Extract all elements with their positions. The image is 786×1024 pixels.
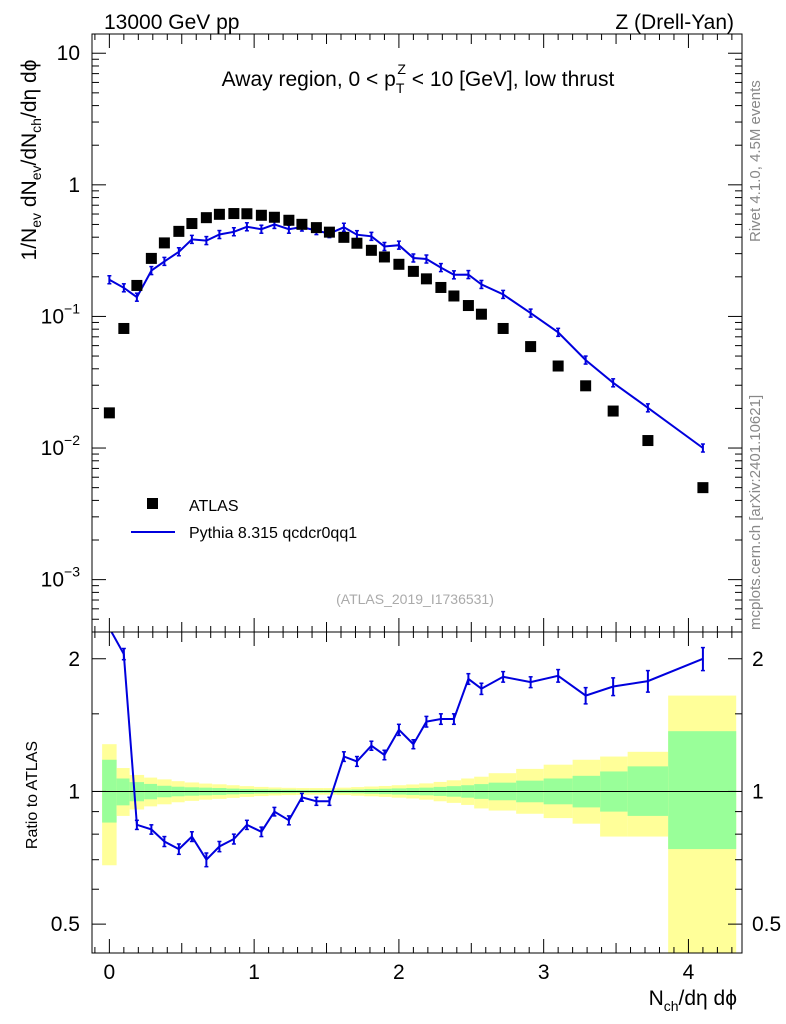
ratio-x-tick-label: 4	[683, 961, 695, 984]
ratio-axis-ticks	[92, 632, 742, 953]
ratio-x-tick-label: 0	[104, 961, 116, 984]
title-suffix: < 10 [GeV], low thrust	[406, 68, 615, 91]
ratio-data-layer	[110, 632, 705, 868]
main-y-tick-base: 10	[57, 42, 80, 65]
atlas-data-point	[642, 435, 654, 447]
atlas-data-point	[365, 244, 377, 256]
legend-label-atlas: ATLAS	[189, 498, 239, 515]
atlas-data-point	[173, 225, 185, 237]
main-y-tick-label: 1	[68, 174, 80, 197]
main-panel-frame	[91, 33, 743, 633]
main-y-tick-label: 10−3	[41, 564, 81, 592]
xlabel-part-0: N	[649, 987, 664, 1010]
atlas-data-point	[118, 322, 130, 334]
header-right-label: Z (Drell-Yan)	[615, 11, 734, 34]
ylabel-part-3: ev	[28, 165, 44, 180]
main-y-tick-exponent: −2	[64, 432, 80, 448]
xlabel-part-1: ch	[664, 998, 679, 1014]
legend-label-pythia: Pythia 8.315 qcdcr0qq1	[189, 525, 357, 542]
atlas-data-point	[607, 405, 619, 417]
xlabel-part-2: /dη dϕ	[679, 987, 737, 1010]
atlas-data-point	[103, 407, 115, 419]
ylabel-part-6: /dη dϕ	[18, 60, 41, 118]
analysis-watermark: (ATLAS_2019_I1736531)	[336, 591, 494, 607]
main-y-tick-base: 10	[41, 569, 64, 592]
atlas-data-point	[310, 222, 322, 234]
main-axis-ticks	[92, 34, 742, 633]
atlas-data-point	[378, 251, 390, 263]
ratio-x-tick-label: 2	[393, 961, 405, 984]
atlas-data-point	[435, 281, 447, 293]
atlas-data-point	[213, 208, 225, 220]
main-panel-title: Away region, 0 < pTZ < 10 [GeV], low thr…	[222, 61, 615, 96]
atlas-data-point	[448, 290, 460, 302]
ratio-y-tick-label-right: 1	[752, 780, 764, 803]
ratio-y-tick-label-right: 0.5	[752, 913, 781, 936]
atlas-data-point	[186, 218, 198, 230]
atlas-data-point	[697, 482, 709, 494]
atlas-data-point	[255, 209, 267, 221]
atlas-data-point	[323, 226, 335, 238]
ylabel-part-2: dN	[18, 180, 41, 213]
ratio-y-tick-label: 1	[68, 780, 80, 803]
ratio-panel-frame	[91, 631, 743, 954]
atlas-data-point	[475, 308, 487, 320]
ratio-tick-labels: 0.5 0.5 1 1 2 2 0 1 2 3 4	[51, 648, 781, 984]
main-data-layer	[103, 208, 709, 494]
title-prefix: Away region, 0 < p	[222, 68, 396, 91]
atlas-data-point	[158, 237, 170, 249]
rivet-version-label: Rivet 4.1.0, 4.5M events	[747, 80, 764, 242]
main-y-axis-label: 1/Nev dNev/dNch/dη dϕ	[18, 60, 44, 261]
atlas-data-point	[580, 380, 592, 392]
main-y-tick-base: 10	[41, 437, 64, 460]
legend: ATLAS Pythia 8.315 qcdcr0qq1	[131, 498, 357, 542]
atlas-data-point	[241, 208, 253, 220]
main-y-tick-exponent: −1	[64, 300, 80, 316]
header-left-label: 13000 GeV pp	[104, 11, 239, 34]
ratio-x-tick-label: 3	[538, 961, 550, 984]
atlas-data-point	[420, 273, 432, 285]
atlas-data-point	[462, 300, 474, 312]
title-sup: Z	[397, 61, 406, 77]
atlas-data-point	[145, 252, 157, 264]
atlas-data-point	[228, 208, 240, 220]
ratio-inner-band-bin	[668, 731, 737, 850]
atlas-data-point	[525, 341, 537, 353]
atlas-data-point	[296, 218, 308, 230]
atlas-data-point	[351, 237, 363, 249]
ratio-x-tick-label: 1	[248, 961, 260, 984]
ratio-y-tick-label: 0.5	[51, 913, 80, 936]
ylabel-part-0: 1/N	[18, 228, 41, 261]
ylabel-part-4: /dN	[18, 133, 41, 166]
atlas-data-point	[407, 265, 419, 277]
main-y-tick-label: 10−1	[41, 300, 81, 328]
atlas-data-point	[552, 360, 564, 372]
atlas-data-point	[497, 322, 509, 334]
ratio-y-axis-label: Ratio to ATLAS	[24, 741, 41, 849]
atlas-data-point	[268, 211, 280, 223]
atlas-data-point	[338, 231, 350, 243]
x-axis-label: Nch/dη dϕ	[649, 987, 737, 1014]
ylabel-part-1: ev	[28, 213, 44, 228]
ylabel-part-5: ch	[28, 118, 44, 133]
atlas-data-point	[393, 258, 405, 270]
ratio-y-tick-label: 2	[68, 648, 80, 671]
atlas-data-point	[283, 214, 295, 226]
atlas-data-point	[200, 212, 212, 224]
main-y-tick-label: 10−2	[41, 432, 81, 460]
atlas-data-point	[131, 279, 143, 291]
legend-marker-atlas	[147, 498, 158, 509]
main-y-tick-label: 10	[57, 42, 80, 65]
mcplots-label: mcplots.cern.ch [arXiv:2401.10621]	[747, 395, 764, 630]
ratio-y-tick-label-right: 2	[752, 648, 764, 671]
title-sub: T	[396, 80, 405, 96]
main-y-tick-base: 10	[41, 305, 64, 328]
main-y-tick-exponent: −3	[64, 564, 80, 580]
ratio-curve-group	[110, 632, 705, 868]
main-y-tick-base: 1	[68, 174, 80, 197]
